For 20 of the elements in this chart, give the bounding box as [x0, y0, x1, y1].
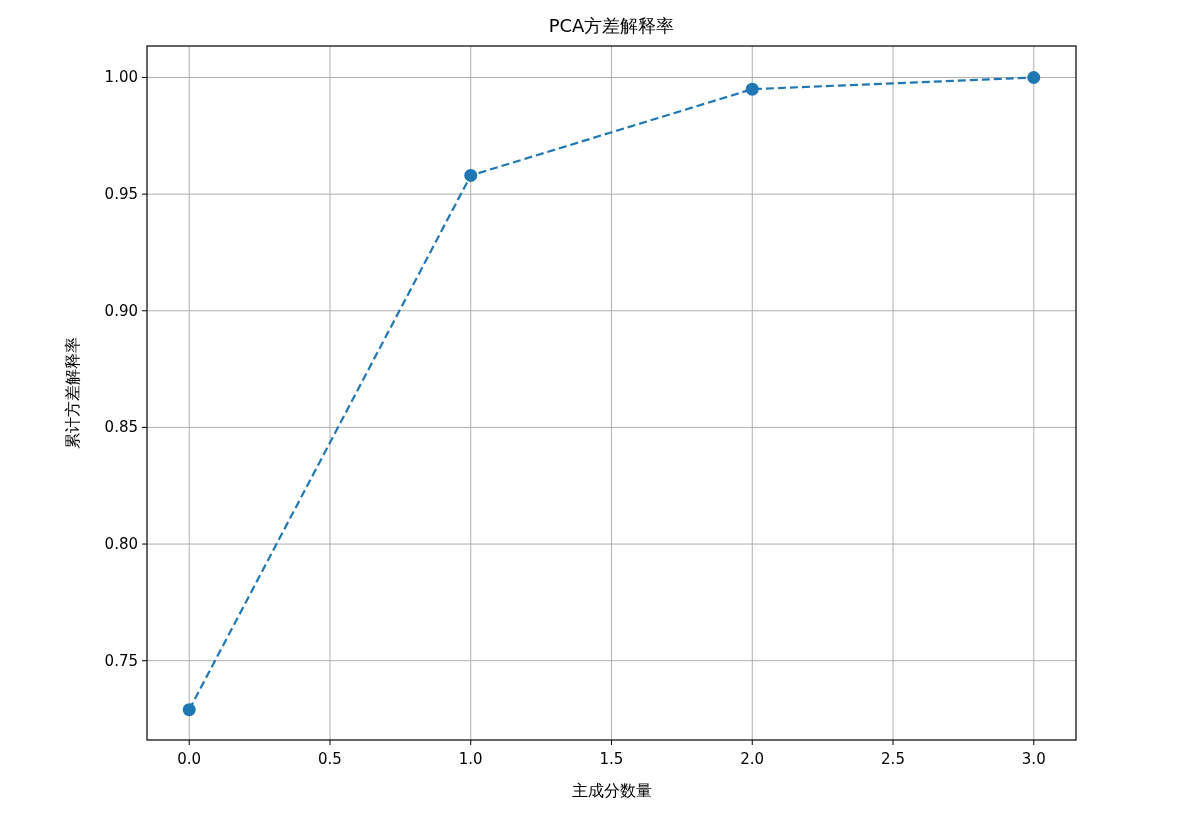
y-tick-label: 0.80 [104, 535, 138, 554]
y-tick-label: 0.85 [104, 418, 138, 437]
point [1027, 70, 1041, 84]
x-tick-label: 3.0 [1021, 750, 1046, 768]
chart-title: PCA方差解释率 [548, 15, 675, 36]
y-tick-label: 0.90 [104, 301, 138, 320]
x-tick-label: 0.5 [318, 750, 342, 768]
y-tick-label: 0.75 [104, 651, 138, 670]
x-tick-label: 0.0 [177, 750, 202, 768]
x-tick-label: 2.0 [740, 750, 765, 768]
x-tick-label: 1.0 [458, 750, 483, 768]
point [745, 82, 759, 96]
y-axis-title: 累计方差解释率 [63, 337, 82, 449]
x-tick-label: 2.5 [881, 750, 905, 768]
y-tick-label: 0.95 [104, 185, 138, 204]
point [182, 703, 196, 717]
x-axis-title: 主成分数量 [571, 781, 652, 800]
y-tick-label: 1.00 [104, 68, 138, 87]
x-tick-label: 1.5 [599, 750, 624, 768]
point [464, 168, 478, 182]
